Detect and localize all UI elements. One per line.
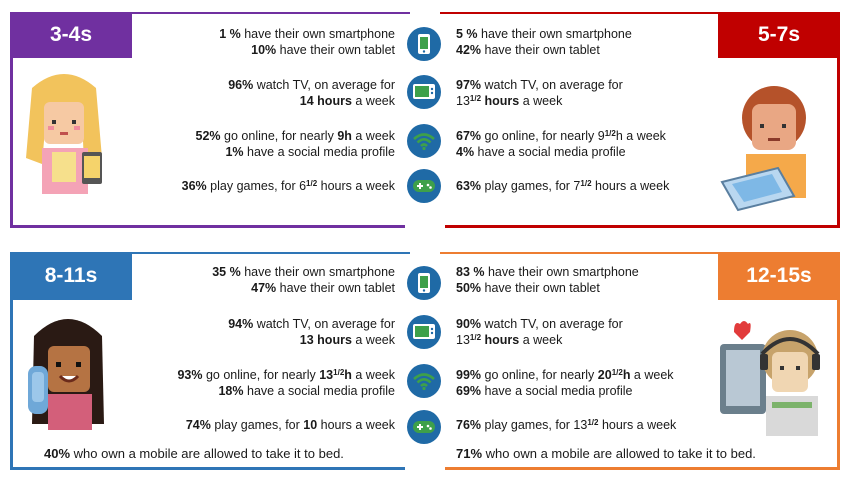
- panel-8-11s: [10, 252, 405, 470]
- stat-line-a34-2-1: 1% have a social media profile: [225, 145, 395, 159]
- stat-line-a57-1-0: 97% watch TV, on average for: [456, 78, 623, 92]
- wifi-icon: [407, 364, 441, 398]
- panel-3-4s-top-border: [10, 12, 410, 14]
- boy-with-headset-illustration: [720, 321, 820, 436]
- age-label-5-7s: 5-7s: [718, 12, 840, 58]
- wifi-icon: [407, 124, 441, 158]
- stat-line-a811-1-0: 94% watch TV, on average for: [228, 317, 395, 331]
- age-label-8-11s: 8-11s: [10, 252, 132, 300]
- stat-line-a1215-2-0: 99% go online, for nearly 201/2h a week: [456, 368, 674, 382]
- girl-with-phone-illustration: [26, 74, 102, 194]
- stat-line-a34-3-0: 36% play games, for 61/2 hours a week: [181, 179, 395, 193]
- footer-12-15s: 71% who own a mobile are allowed to take…: [456, 446, 756, 461]
- gamepad-icon: [407, 410, 441, 444]
- stat-line-a811-2-1: 18% have a social media profile: [218, 384, 395, 398]
- girl-on-phone-call-illustration: [28, 319, 104, 430]
- smartphone-icon: [407, 27, 441, 61]
- stat-line-a1215-3-0: 76% play games, for 131/2 hours a week: [456, 418, 677, 432]
- stat-line-a57-2-1: 4% have a social media profile: [456, 145, 626, 159]
- panel-5-7s-top-border: [440, 12, 840, 14]
- panel-12-15s: [445, 252, 840, 470]
- tv-icon: [407, 75, 441, 109]
- stat-line-a811-3-0: 74% play games, for 10 hours a week: [185, 418, 395, 432]
- girl-with-tablet-illustration: [720, 86, 806, 212]
- stat-line-a811-1-1: 13 hours a week: [299, 333, 395, 347]
- stat-line-a34-0-1: 10% have their own tablet: [251, 43, 395, 57]
- age-label-12-15s: 12-15s: [718, 252, 840, 300]
- stat-line-a34-0-0: 1 % have their own smartphone: [219, 27, 395, 41]
- stat-line-a57-0-1: 42% have their own tablet: [456, 43, 600, 57]
- panel-12-15s-top-border: [440, 252, 840, 254]
- stat-line-a1215-0-0: 83 % have their own smartphone: [456, 265, 639, 279]
- gamepad-icon: [407, 169, 441, 203]
- stat-line-a1215-0-1: 50% have their own tablet: [456, 281, 600, 295]
- age-label-3-4s: 3-4s: [10, 12, 132, 58]
- tv-icon: [407, 315, 441, 349]
- stat-line-a57-2-0: 67% go online, for nearly 91/2h a week: [456, 129, 666, 143]
- panel-3-4s: [10, 12, 405, 228]
- panel-5-7s: [445, 12, 840, 228]
- stat-line-a1215-1-0: 90% watch TV, on average for: [456, 317, 623, 331]
- panel-8-11s-top-border: [10, 252, 410, 254]
- stat-line-a811-0-0: 35 % have their own smartphone: [212, 265, 395, 279]
- stat-line-a1215-2-1: 69% have a social media profile: [456, 384, 633, 398]
- smartphone-icon: [407, 266, 441, 300]
- stat-line-a57-3-0: 63% play games, for 71/2 hours a week: [456, 179, 670, 193]
- footer-8-11s: 40% who own a mobile are allowed to take…: [44, 446, 344, 461]
- stat-line-a811-0-1: 47% have their own tablet: [251, 281, 395, 295]
- stat-line-a57-1-1: 131/2 hours a week: [456, 94, 563, 108]
- stat-line-a811-2-0: 93% go online, for nearly 131/2h a week: [177, 368, 395, 382]
- stat-line-a1215-1-1: 131/2 hours a week: [456, 333, 563, 347]
- stat-line-a57-0-0: 5 % have their own smartphone: [456, 27, 632, 41]
- stat-line-a34-1-1: 14 hours a week: [299, 94, 395, 108]
- stat-line-a34-2-0: 52% go online, for nearly 9h a week: [195, 129, 395, 143]
- stat-line-a34-1-0: 96% watch TV, on average for: [228, 78, 395, 92]
